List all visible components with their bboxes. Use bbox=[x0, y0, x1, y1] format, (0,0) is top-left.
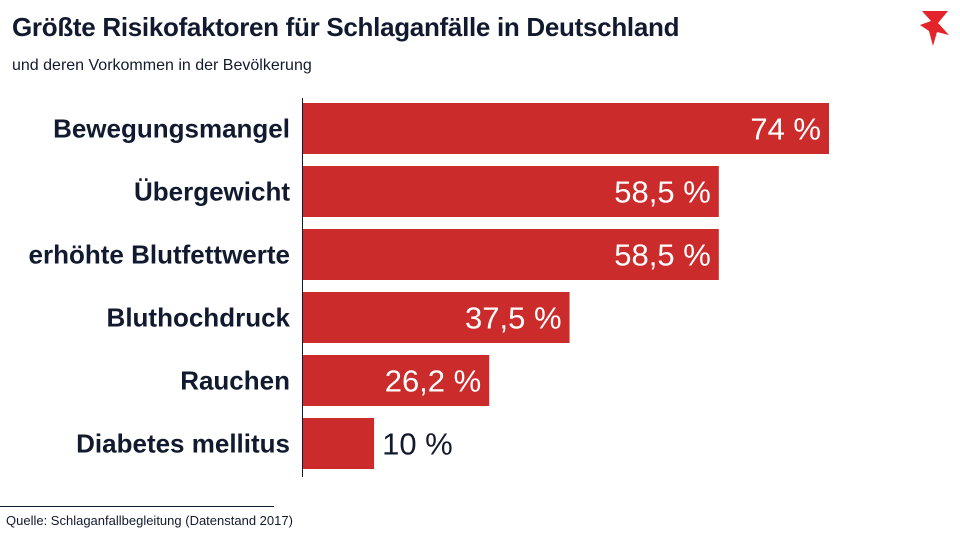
value-label: 10 % bbox=[382, 427, 453, 462]
stern-star-logo-icon bbox=[920, 11, 949, 46]
value-label: 37,5 % bbox=[465, 301, 562, 336]
category-label: Bewegungsmangel bbox=[53, 114, 290, 144]
value-label: 26,2 % bbox=[385, 364, 482, 399]
value-label: 74 % bbox=[750, 112, 821, 147]
bar-rauchen bbox=[303, 355, 490, 406]
value-label: 58,5 % bbox=[614, 175, 711, 210]
category-label: Bluthochdruck bbox=[107, 303, 291, 333]
category-label: Diabetes mellitus bbox=[76, 429, 290, 459]
bar-übergewicht bbox=[303, 166, 719, 217]
labels-group: Bewegungsmangel 74 % Übergewicht 58,5 % erhö… bbox=[29, 112, 821, 462]
chart-title: Größte Risikofaktoren für Schlaganfälle … bbox=[12, 12, 680, 42]
value-label: 58,5 % bbox=[614, 238, 711, 273]
source-note: Quelle: Schlaganfallbegleitung (Datensta… bbox=[6, 513, 293, 528]
category-label: erhöhte Blutfettwerte bbox=[29, 240, 290, 270]
chart-subtitle: und deren Vorkommen in der Bevölkerung bbox=[12, 57, 312, 74]
category-label: Übergewicht bbox=[134, 177, 290, 207]
bar-diabetes-mellitus bbox=[303, 418, 375, 469]
bar-bewegungsmangel bbox=[303, 103, 829, 154]
source-divider bbox=[0, 506, 274, 507]
bar-chart: Bewegungsmangel 74 % Übergewicht 58,5 % erhö… bbox=[29, 98, 829, 477]
bar-bluthochdruck bbox=[303, 292, 570, 343]
bars-group bbox=[303, 103, 829, 469]
bar-erhöhte-blutfettwerte bbox=[303, 229, 719, 280]
category-label: Rauchen bbox=[180, 366, 290, 396]
